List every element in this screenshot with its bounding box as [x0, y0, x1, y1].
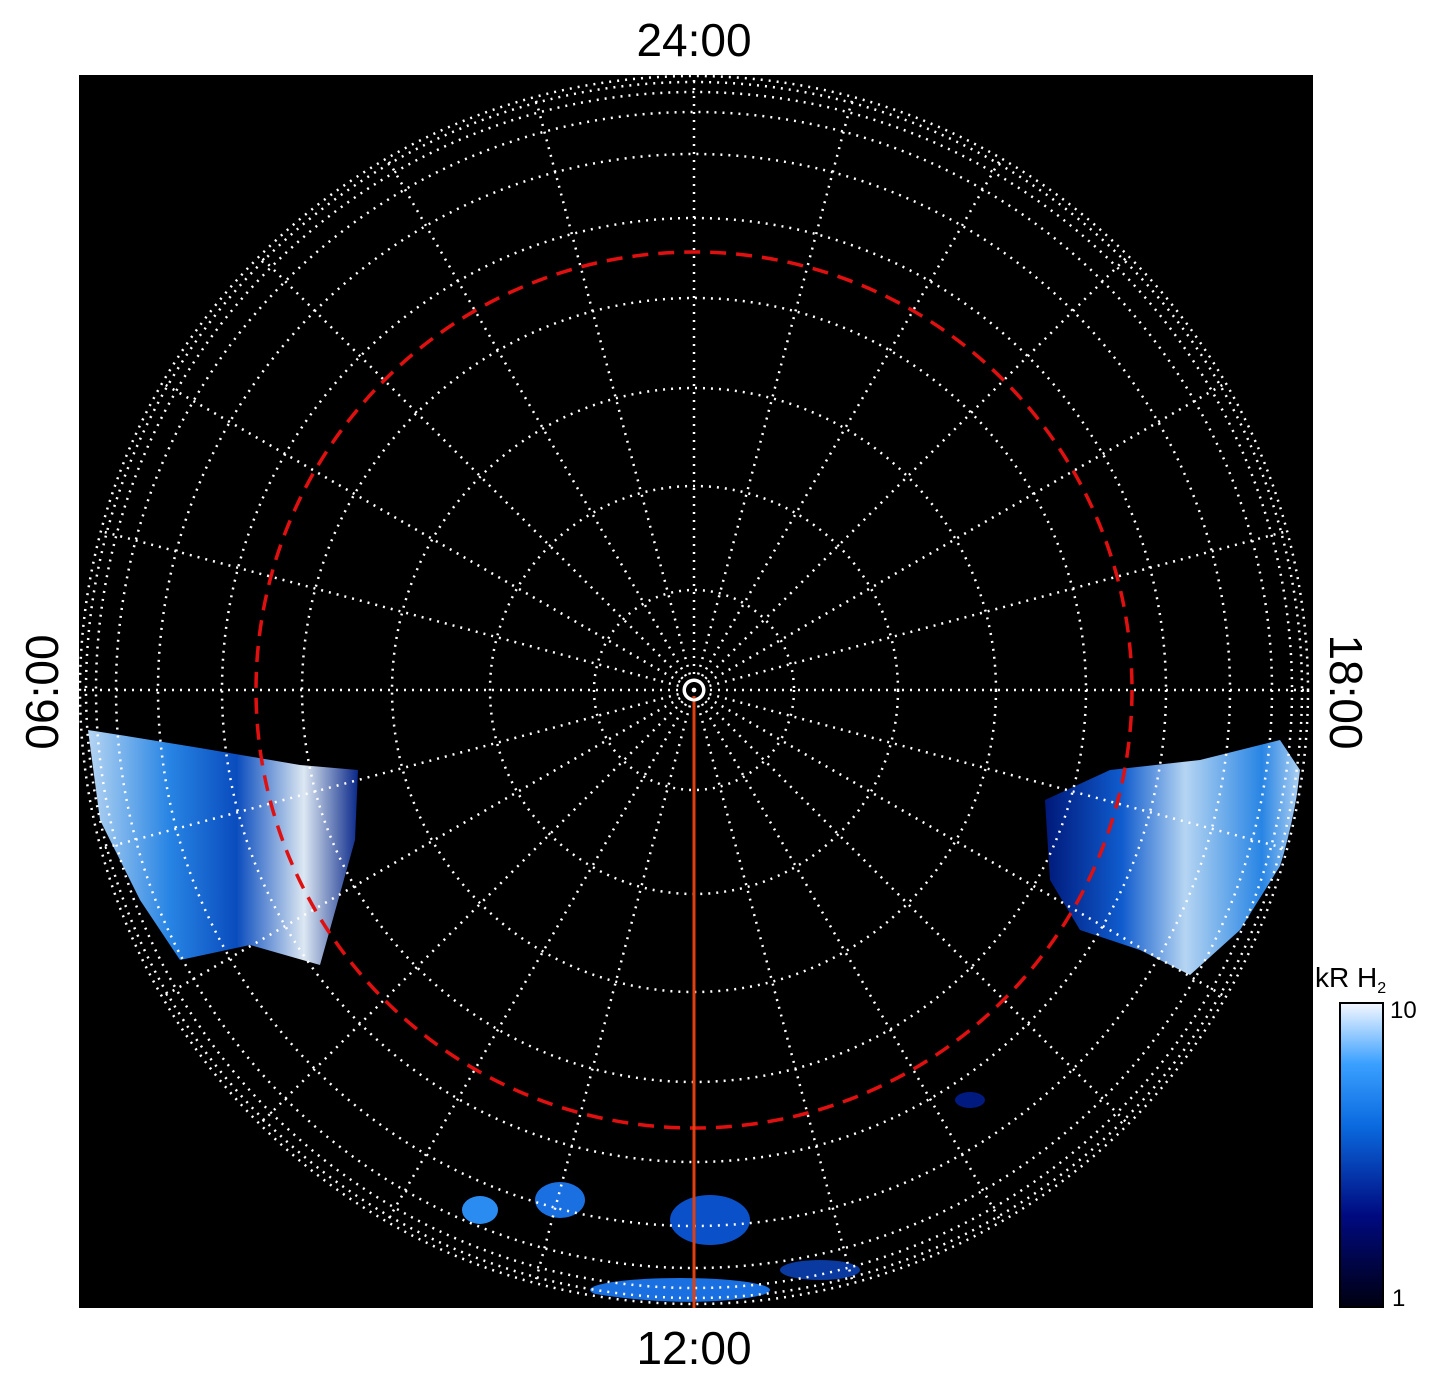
aurora-emission	[88, 730, 1300, 1302]
colorbar-max: 10	[1390, 997, 1417, 1024]
label-bottom: 12:00	[636, 1322, 751, 1374]
colorbar-min: 1	[1392, 1285, 1405, 1312]
aurora-patch	[590, 1278, 770, 1302]
colorbar	[1339, 1002, 1384, 1308]
plot-background	[79, 75, 1313, 1308]
aurora-patch	[462, 1196, 498, 1224]
aurora-patch	[535, 1182, 585, 1218]
label-left: 06:00	[16, 634, 68, 749]
aurora-patch	[780, 1260, 860, 1280]
label-top: 24:00	[636, 14, 751, 66]
colorbar-label-sub: 2	[1377, 980, 1386, 997]
colorbar-label-main: kR H	[1315, 962, 1377, 993]
label-right: 18:00	[1320, 634, 1372, 749]
grid-ring	[390, 386, 998, 994]
aurora-dawn	[88, 730, 358, 965]
aurora-patch	[955, 1092, 985, 1108]
aurora-dusk	[1045, 740, 1300, 975]
pole-marker	[682, 678, 706, 702]
grid-ring	[592, 588, 796, 792]
grid-ring	[79, 75, 1310, 1306]
colorbar-label: kR H2	[1315, 962, 1386, 997]
aurora-patch	[670, 1195, 750, 1245]
grid-ring	[94, 90, 1294, 1290]
